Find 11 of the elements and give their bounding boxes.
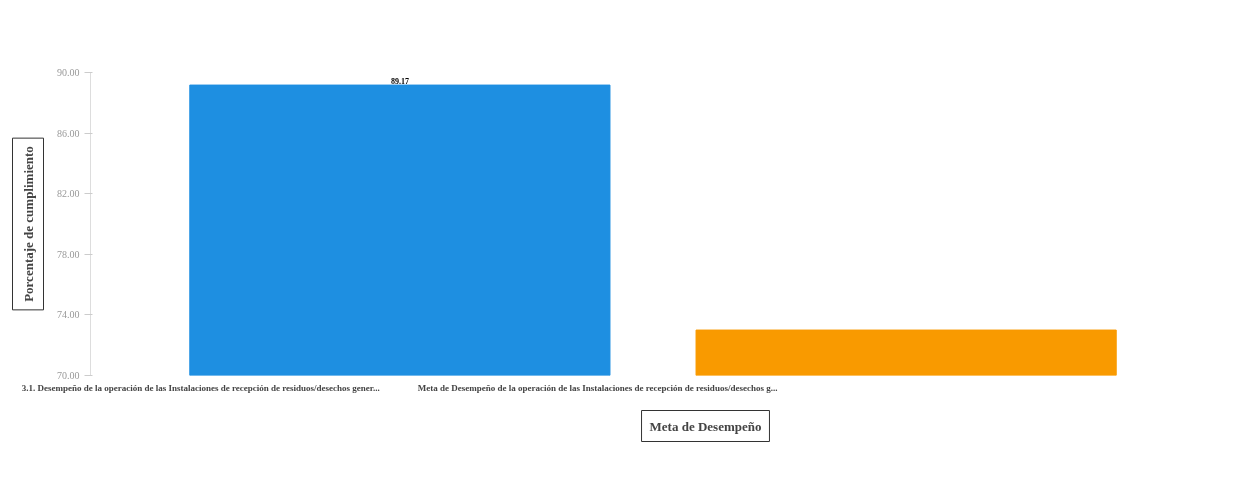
x-axis-title: Meta de Desempeño <box>649 418 762 434</box>
y-tick-label: 74.00 <box>57 309 80 321</box>
y-tick-label: 86.00 <box>57 127 80 139</box>
data-label: 89.17 <box>390 77 409 87</box>
y-tick-label: 90.00 <box>57 67 80 78</box>
series-label: 3.1. Desempeño de la operación de las Instalaciones de recepción de residuos/desechos gener... <box>21 383 380 393</box>
y-tick-label: 70.00 <box>57 370 80 381</box>
y-axis-title: Porcentaje de cumplimiento <box>20 146 36 302</box>
series-label: Meta de Desempeño de la operación de las Instalaciones de recepción de residuos/desechos g... <box>417 383 778 393</box>
y-tick-label: 78.00 <box>57 248 80 260</box>
y-tick-label: 82.00 <box>57 188 80 200</box>
